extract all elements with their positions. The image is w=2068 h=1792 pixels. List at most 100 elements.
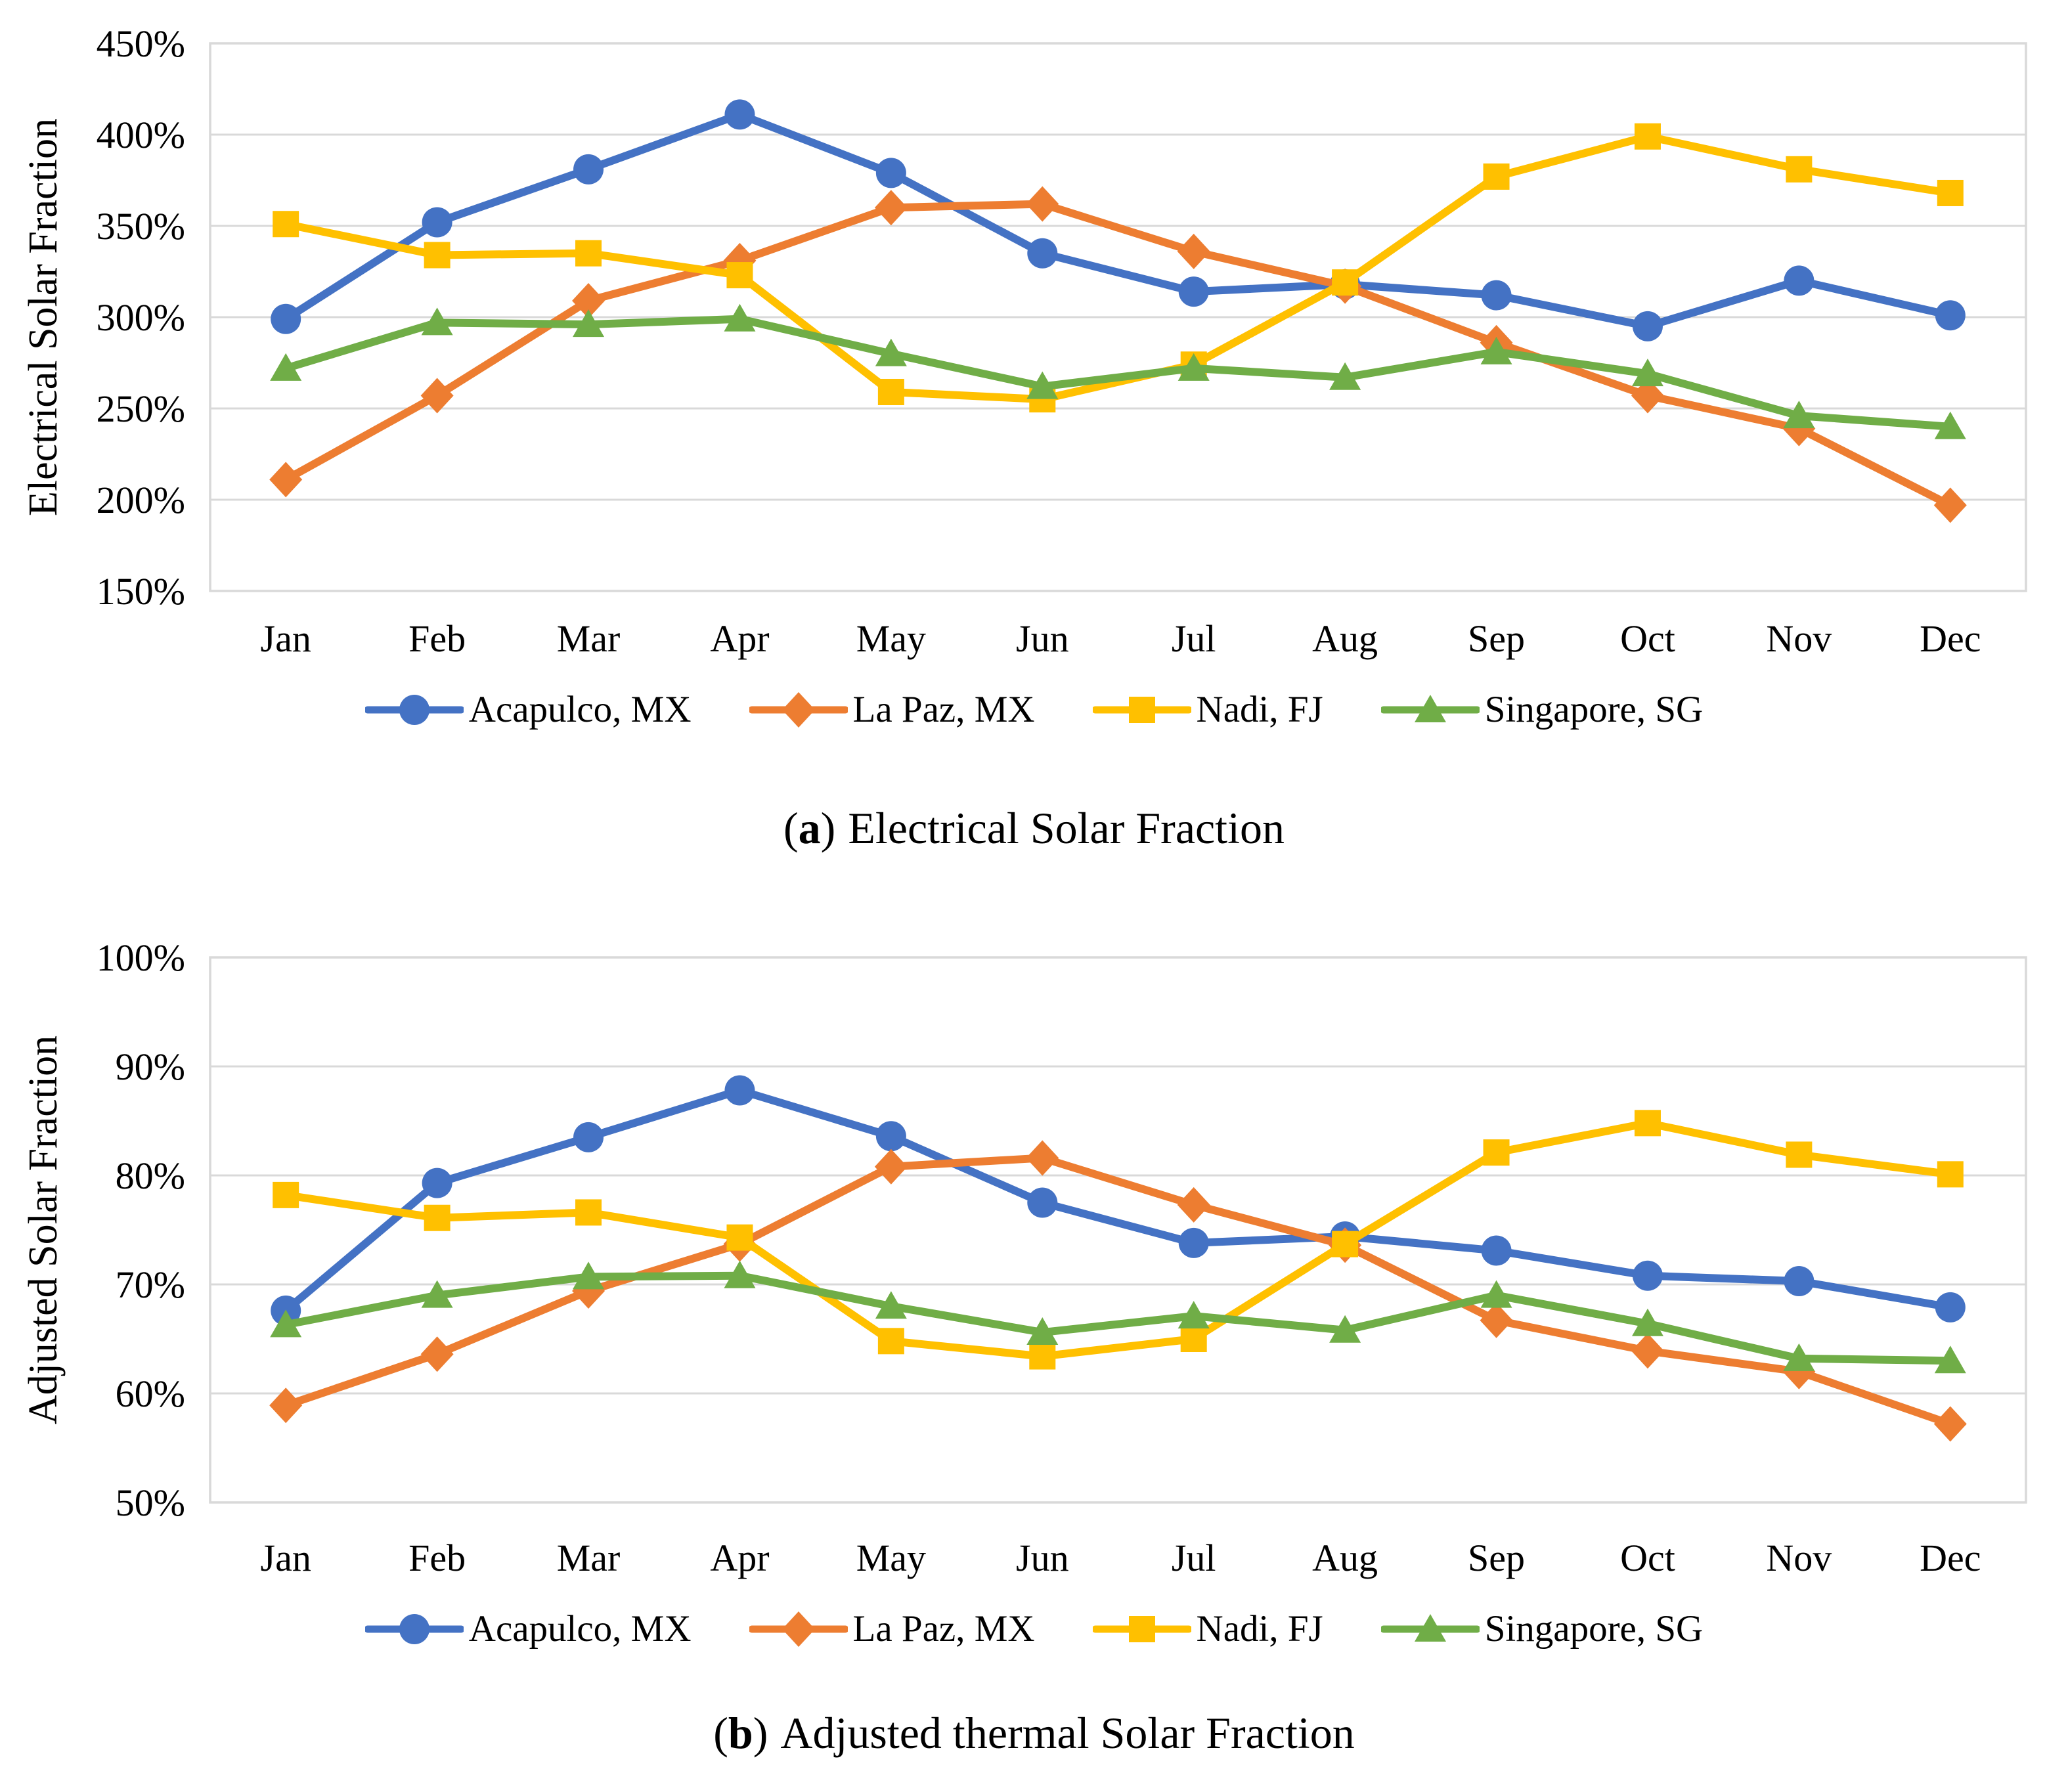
legend-label-acapulco-mx: Acapulco, MX — [468, 1608, 692, 1650]
marker-circle-acapulco-mx — [1935, 1292, 1966, 1322]
marker-diamond-la-paz-mx — [269, 1388, 303, 1424]
caption-chart-b: (b) Adjusted thermal Solar Fraction — [0, 1707, 2068, 1759]
legend-marker-la-paz-mx — [749, 1611, 848, 1647]
marker-square-nadi-fj — [1937, 1161, 1964, 1188]
legend-item-nadi-fj: Nadi, FJ — [1092, 688, 1323, 731]
caption-close-paren: ) — [753, 1708, 768, 1758]
legend-marker-nadi-fj — [1092, 696, 1191, 723]
marker-diamond-la-paz-mx — [1026, 186, 1059, 222]
marker-diamond-la-paz-mx — [1933, 1406, 1967, 1442]
marker-circle-acapulco-mx — [422, 207, 452, 238]
caption-text: Electrical Solar Fraction — [848, 803, 1285, 853]
marker-triangle-singapore-sg — [875, 338, 907, 366]
x-tick-label: May — [856, 1537, 926, 1579]
marker-triangle-singapore-sg — [421, 1280, 453, 1308]
caption-close-paren: ) — [820, 803, 836, 853]
y-tick-label: 400% — [97, 114, 185, 156]
series-nadi-fj — [273, 1110, 1964, 1370]
marker-triangle-singapore-sg — [875, 1291, 907, 1319]
caption-open-paren: ( — [783, 803, 799, 853]
y-tick-label: 450% — [97, 22, 185, 65]
marker-square-nadi-fj — [726, 262, 753, 289]
series-singapore-sg — [270, 1260, 1966, 1374]
marker-circle-acapulco-mx — [724, 99, 755, 130]
marker-square-nadi-fj — [424, 1204, 451, 1231]
x-tick-label: Nov — [1766, 617, 1832, 660]
x-tick-label: Nov — [1766, 1537, 1832, 1579]
marker-diamond-la-paz-mx — [420, 1336, 454, 1372]
marker-triangle-singapore-sg — [1631, 1308, 1663, 1336]
marker-triangle-singapore-sg — [1783, 401, 1815, 429]
series-line-nadi-fj — [282, 1119, 1954, 1361]
x-tick-label: Feb — [408, 1537, 466, 1579]
series-la-paz-mx — [269, 1140, 1967, 1442]
series-line-singapore-sg — [282, 315, 1954, 431]
marker-circle-acapulco-mx — [1784, 1266, 1815, 1297]
marker-square-nadi-fj — [1483, 163, 1510, 190]
marker-diamond-la-paz-mx-legend — [781, 691, 815, 728]
marker-triangle-singapore-sg — [1329, 1315, 1361, 1343]
marker-triangle-singapore-sg — [1934, 411, 1966, 439]
marker-diamond-la-paz-mx — [1177, 1187, 1210, 1223]
marker-triangle-singapore-sg — [270, 353, 302, 381]
marker-square-nadi-fj — [877, 1328, 904, 1355]
marker-triangle-singapore-sg — [573, 309, 605, 338]
marker-diamond-la-paz-mx — [420, 378, 454, 414]
marker-diamond-la-paz-mx — [269, 462, 303, 498]
plot-border — [209, 956, 2027, 1504]
marker-square-nadi-fj — [877, 378, 904, 405]
marker-triangle-singapore-sg — [1783, 1343, 1815, 1371]
caption-chart-a: (a) Electrical Solar Fraction — [0, 802, 2068, 854]
legend-label-nadi-fj: Nadi, FJ — [1196, 689, 1323, 730]
series-nadi-fj — [273, 123, 1964, 413]
y-tick-label: 90% — [116, 1045, 185, 1088]
marker-square-nadi-fj — [1937, 179, 1964, 206]
marker-square-nadi-fj — [575, 240, 602, 267]
x-tick-label: Oct — [1620, 1537, 1675, 1579]
legend-label-la-paz-mx: La Paz, MX — [852, 1608, 1035, 1650]
marker-circle-acapulco-mx — [1027, 238, 1058, 269]
marker-square-nadi-fj — [1483, 1139, 1510, 1166]
marker-square-nadi-fj — [726, 1224, 753, 1251]
caption-text: Adjusted thermal Solar Fraction — [780, 1708, 1355, 1758]
marker-square-nadi-fj — [1786, 1141, 1813, 1168]
caption-letter: b — [728, 1708, 753, 1758]
legend-label-la-paz-mx: La Paz, MX — [852, 689, 1035, 730]
x-tick-label: Jan — [261, 1537, 311, 1579]
marker-triangle-singapore-sg — [1026, 371, 1059, 399]
marker-square-nadi-fj — [1786, 156, 1813, 183]
x-tick-label: Sep — [1468, 1537, 1525, 1579]
x-tick-label: Apr — [710, 1537, 769, 1579]
x-tick-label: Mar — [557, 1537, 621, 1579]
marker-triangle-singapore-sg-legend — [1414, 694, 1446, 722]
marker-square-nadi-fj — [424, 242, 451, 269]
legend-label-acapulco-mx: Acapulco, MX — [468, 689, 692, 730]
marker-triangle-singapore-sg — [724, 303, 756, 332]
marker-triangle-singapore-sg — [1177, 1301, 1210, 1329]
marker-triangle-singapore-sg — [1329, 362, 1361, 390]
marker-circle-acapulco-mx — [422, 1168, 452, 1198]
y-tick-label: 200% — [97, 479, 185, 521]
marker-circle-acapulco-mx — [271, 303, 301, 334]
x-tick-label: Aug — [1312, 1537, 1378, 1579]
x-tick-label: Aug — [1312, 617, 1378, 660]
x-tick-label: Jul — [1172, 617, 1216, 660]
series-acapulco-mx — [271, 1075, 1966, 1326]
marker-diamond-la-paz-mx — [1933, 487, 1967, 523]
y-tick-label: 300% — [97, 296, 185, 339]
marker-circle-acapulco-mx — [1481, 1235, 1512, 1266]
legend-marker-acapulco-mx — [364, 694, 464, 725]
y-axis-title: Electrical Solar Fraction — [21, 118, 66, 516]
series-line-acapulco-mx — [282, 1086, 1954, 1315]
legend-marker-nadi-fj — [1092, 1615, 1191, 1642]
legend-marker-la-paz-mx — [749, 691, 848, 728]
legend-chart-b: Acapulco, MX La Paz, MX Nadi, FJ Singapore,… — [0, 1607, 2068, 1650]
legend-label-singapore-sg: Singapore, SG — [1484, 689, 1704, 730]
series-la-paz-mx — [269, 186, 1967, 523]
marker-diamond-la-paz-mx — [874, 190, 908, 226]
series-line-la-paz-mx — [282, 1154, 1954, 1428]
series-line-la-paz-mx — [282, 200, 1954, 510]
marker-triangle-singapore-sg — [1631, 359, 1663, 387]
